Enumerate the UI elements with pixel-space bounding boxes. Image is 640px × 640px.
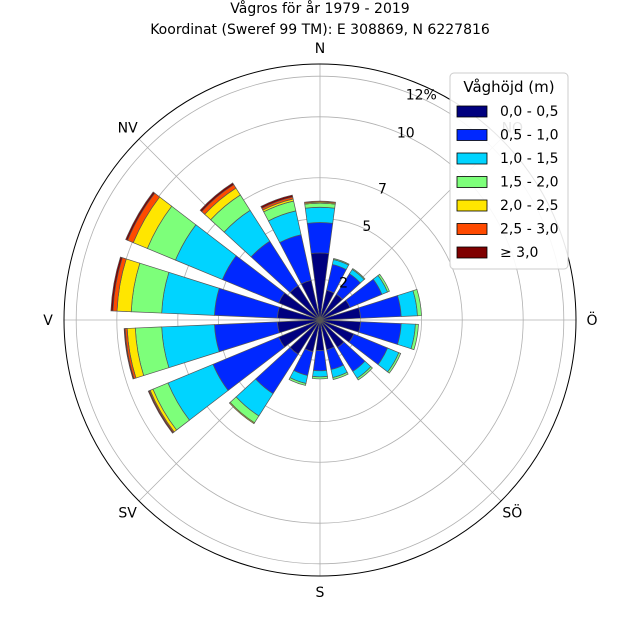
radial-tick-label-4: 12% [406, 88, 437, 104]
direction-label-6: Ö [586, 311, 597, 329]
bar-segment-3-3 [377, 273, 390, 293]
direction-label-2: V [43, 313, 53, 329]
bar-segment-15-6 [125, 191, 156, 241]
legend-swatch-4 [456, 199, 488, 212]
legend-swatch-6 [456, 246, 488, 259]
legend: Våghöjd (m) 0,0 - 0,5 0,5 - 1,0 1,0 - 1,5 1… [449, 72, 569, 270]
bar-segment-9-1 [312, 349, 328, 372]
direction-label-5: SÖ [502, 503, 522, 521]
legend-swatch-1 [456, 129, 488, 141]
direction-label-4: S [316, 585, 325, 601]
bar-segment-7-3 [356, 366, 373, 381]
bar-segment-0-1 [306, 222, 334, 254]
chart-title: Vågros för år 1979 - 2019 [230, 0, 409, 17]
radial-tick-label-0: 2 [339, 275, 348, 291]
bar-segment-9-3 [311, 376, 329, 380]
legend-label-0: 0,0 - 0,5 [500, 104, 558, 120]
bar-segment-8-3 [332, 371, 349, 380]
radial-tick-label-3: 10 [397, 125, 415, 141]
bar-segment-13-6 [123, 328, 135, 380]
radial-tick-label-1: 5 [362, 219, 371, 235]
legend-items: 0,0 - 0,5 0,5 - 1,0 1,0 - 1,5 1,5 - 2,0 2,0 … [456, 104, 558, 261]
bar-segment-2-3 [351, 268, 366, 281]
bar-segment-9-2 [312, 369, 328, 378]
legend-box [449, 72, 569, 270]
bar-segment-10-3 [288, 377, 307, 386]
bar-segment-0-5 [304, 200, 336, 204]
bar-segment-12-6 [147, 390, 174, 434]
legend-label-3: 1,5 - 2,0 [500, 175, 558, 191]
direction-label-1: NV [118, 121, 138, 137]
legend-label-6: ≥ 3,0 [500, 245, 538, 261]
legend-title: Våghöjd (m) [463, 78, 554, 96]
bar-segment-5-3 [410, 323, 419, 351]
legend-swatch-0 [456, 105, 488, 118]
legend-label-1: 0,5 - 1,0 [500, 128, 558, 144]
bar-segment-6-3 [387, 352, 402, 374]
radial-tick-labels: 2 5 7 10 12% [339, 88, 437, 292]
radial-tick-label-2: 7 [378, 182, 387, 198]
bar-segment-0-2 [304, 206, 336, 224]
legend-swatch-5 [456, 223, 488, 235]
bar-segment-11-4 [228, 401, 255, 425]
bar-segment-4-3 [412, 289, 422, 317]
bar-segment-1-3 [332, 258, 350, 266]
legend-swatch-2 [456, 152, 488, 165]
legend-label-5: 2,5 - 3,0 [500, 222, 558, 238]
chart-subtitle: Koordinat (Sweref 99 TM): E 308869, N 62… [150, 22, 490, 38]
polar-frame [63, 63, 577, 577]
bar-segment-14-6 [110, 256, 123, 312]
legend-label-4: 2,0 - 2,5 [500, 198, 558, 214]
legend-swatch-3 [456, 176, 488, 188]
direction-label-3: SV [118, 505, 137, 521]
bar-segment-17-6 [260, 194, 294, 209]
wave-rose-bars [110, 182, 422, 434]
bar-segment-16-6 [199, 182, 235, 213]
direction-label-0: N [315, 41, 325, 57]
legend-label-2: 1,0 - 1,5 [500, 151, 558, 167]
